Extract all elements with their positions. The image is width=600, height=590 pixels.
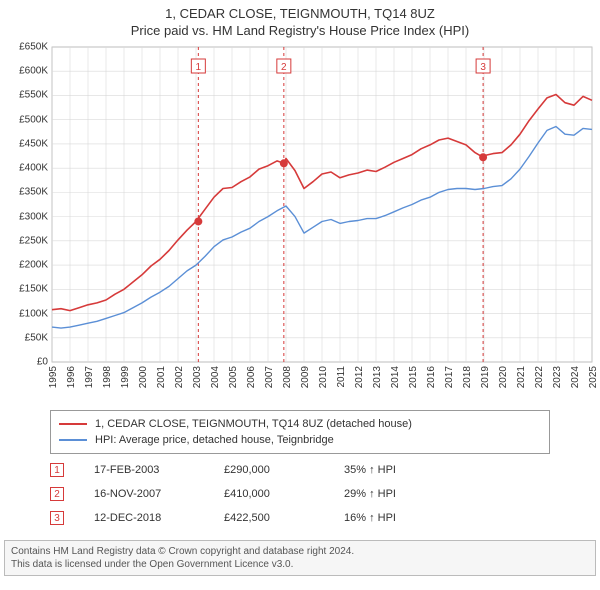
chart-area: 1 2 3 £0 £50K £100K £150K £200K £250K £300K £350K… [0, 42, 600, 392]
footer-line2: This data is licensed under the Open Gov… [11, 558, 589, 571]
event-row: 3 12-DEC-2018 £422,500 16% ↑ HPI [50, 506, 550, 530]
event-date: 12-DEC-2018 [94, 512, 224, 524]
chart-title-line1: 1, CEDAR CLOSE, TEIGNMOUTH, TQ14 8UZ [0, 6, 600, 21]
x-tick-label: 2003 [192, 366, 203, 388]
legend-row: 1, CEDAR CLOSE, TEIGNMOUTH, TQ14 8UZ (de… [59, 416, 541, 432]
x-tick-label: 2005 [228, 366, 239, 388]
legend-row: HPI: Average price, detached house, Teig… [59, 432, 541, 448]
y-tick-label: £400K [19, 163, 48, 174]
x-tick-label: 2010 [318, 366, 329, 388]
legend-label: HPI: Average price, detached house, Teig… [95, 434, 334, 446]
y-tick-label: £100K [19, 308, 48, 319]
y-tick-label: £500K [19, 114, 48, 125]
x-tick-label: 2014 [390, 366, 401, 388]
x-tick-label: 2023 [552, 366, 563, 388]
x-tick-label: 2024 [570, 366, 581, 388]
y-tick-label: £650K [19, 42, 48, 53]
y-tick-label: £50K [25, 332, 48, 343]
legend-swatch [59, 423, 87, 425]
x-tick-label: 2002 [174, 366, 185, 388]
y-tick-label: £250K [19, 235, 48, 246]
x-tick-label: 2020 [498, 366, 509, 388]
x-tick-label: 2006 [246, 366, 257, 388]
y-tick-label: £150K [19, 284, 48, 295]
svg-text:1: 1 [196, 62, 202, 73]
event-price: £410,000 [224, 488, 344, 500]
chart-title-line2: Price paid vs. HM Land Registry's House … [0, 23, 600, 38]
x-tick-label: 2025 [588, 366, 599, 388]
x-tick-label: 2021 [516, 366, 527, 388]
event-pct: 16% ↑ HPI [344, 512, 464, 524]
footer-line1: Contains HM Land Registry data © Crown c… [11, 545, 589, 558]
event-badge: 1 [50, 463, 64, 477]
event-date: 17-FEB-2003 [94, 464, 224, 476]
x-tick-label: 2018 [462, 366, 473, 388]
x-tick-label: 2011 [336, 366, 347, 388]
y-tick-label: £450K [19, 138, 48, 149]
x-tick-label: 2004 [210, 366, 221, 388]
x-tick-label: 1998 [102, 366, 113, 388]
x-tick-label: 2001 [156, 366, 167, 388]
chart-svg: 1 2 3 [0, 42, 600, 392]
event-price: £290,000 [224, 464, 344, 476]
x-tick-label: 2016 [426, 366, 437, 388]
x-tick-label: 2022 [534, 366, 545, 388]
x-tick-label: 1997 [84, 366, 95, 388]
x-tick-label: 2013 [372, 366, 383, 388]
event-badge: 3 [50, 511, 64, 525]
y-tick-label: £0 [37, 357, 48, 368]
event-pct: 29% ↑ HPI [344, 488, 464, 500]
y-tick-label: £350K [19, 187, 48, 198]
y-tick-label: £550K [19, 90, 48, 101]
event-row: 1 17-FEB-2003 £290,000 35% ↑ HPI [50, 458, 550, 482]
events-list: 1 17-FEB-2003 £290,000 35% ↑ HPI 2 16-NO… [50, 458, 550, 530]
y-tick-label: £600K [19, 66, 48, 77]
legend-swatch [59, 439, 87, 441]
x-tick-label: 1995 [48, 366, 59, 388]
x-tick-label: 2009 [300, 366, 311, 388]
legend: 1, CEDAR CLOSE, TEIGNMOUTH, TQ14 8UZ (de… [50, 410, 550, 454]
y-tick-label: £300K [19, 211, 48, 222]
x-tick-label: 2007 [264, 366, 275, 388]
event-date: 16-NOV-2007 [94, 488, 224, 500]
x-tick-label: 2019 [480, 366, 491, 388]
svg-text:3: 3 [480, 62, 486, 73]
event-badge: 2 [50, 487, 64, 501]
event-price: £422,500 [224, 512, 344, 524]
x-tick-label: 2008 [282, 366, 293, 388]
x-tick-label: 2012 [354, 366, 365, 388]
footer: Contains HM Land Registry data © Crown c… [4, 540, 596, 576]
x-tick-label: 2000 [138, 366, 149, 388]
x-tick-label: 2017 [444, 366, 455, 388]
event-row: 2 16-NOV-2007 £410,000 29% ↑ HPI [50, 482, 550, 506]
svg-text:2: 2 [281, 62, 287, 73]
event-pct: 35% ↑ HPI [344, 464, 464, 476]
x-tick-label: 1996 [66, 366, 77, 388]
legend-label: 1, CEDAR CLOSE, TEIGNMOUTH, TQ14 8UZ (de… [95, 418, 412, 430]
y-tick-label: £200K [19, 260, 48, 271]
x-tick-label: 1999 [120, 366, 131, 388]
x-tick-label: 2015 [408, 366, 419, 388]
